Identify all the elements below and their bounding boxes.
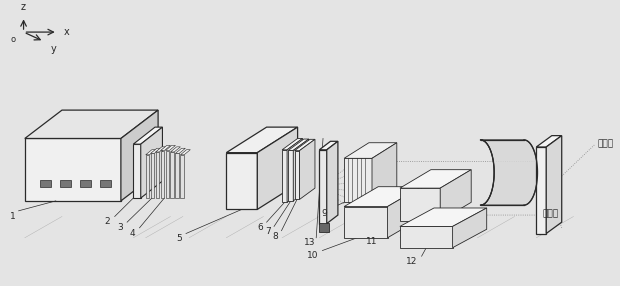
Polygon shape [166, 150, 169, 198]
Text: x: x [64, 27, 69, 37]
Polygon shape [344, 158, 372, 202]
Polygon shape [175, 148, 185, 153]
Bar [40, 180, 51, 187]
Polygon shape [161, 145, 171, 150]
Polygon shape [344, 206, 388, 238]
Polygon shape [319, 141, 338, 150]
Polygon shape [226, 153, 257, 209]
Polygon shape [400, 188, 440, 221]
Polygon shape [372, 143, 397, 202]
Polygon shape [146, 150, 156, 155]
Polygon shape [226, 127, 298, 153]
Polygon shape [156, 147, 166, 152]
Text: 6: 6 [258, 223, 264, 232]
Polygon shape [288, 139, 309, 150]
Polygon shape [480, 140, 538, 205]
Text: 2: 2 [105, 217, 110, 226]
Polygon shape [133, 144, 141, 198]
Polygon shape [180, 150, 190, 155]
Polygon shape [282, 150, 287, 202]
Polygon shape [299, 139, 315, 199]
Polygon shape [121, 110, 158, 201]
Polygon shape [151, 153, 154, 198]
Polygon shape [400, 227, 453, 248]
Polygon shape [25, 110, 158, 138]
Polygon shape [288, 150, 293, 201]
Text: 王光轴: 王光轴 [542, 209, 559, 218]
Text: 13: 13 [303, 238, 315, 247]
Polygon shape [180, 155, 184, 198]
Polygon shape [175, 153, 179, 198]
Text: 3: 3 [117, 223, 123, 232]
Polygon shape [536, 147, 546, 233]
Text: 7: 7 [265, 227, 271, 236]
Polygon shape [344, 187, 422, 206]
Polygon shape [327, 141, 338, 224]
Text: 12: 12 [406, 257, 417, 266]
Text: 5: 5 [176, 234, 182, 243]
Text: o: o [11, 35, 16, 44]
Polygon shape [166, 145, 175, 150]
Polygon shape [319, 150, 327, 224]
Polygon shape [170, 147, 180, 152]
Polygon shape [282, 138, 303, 150]
Bar [319, 223, 329, 232]
Polygon shape [294, 139, 315, 151]
Polygon shape [170, 152, 174, 198]
Polygon shape [133, 127, 162, 144]
Polygon shape [546, 136, 562, 233]
Polygon shape [293, 139, 309, 201]
Polygon shape [156, 152, 159, 198]
Polygon shape [151, 148, 161, 153]
Polygon shape [161, 150, 164, 198]
Text: 11: 11 [365, 237, 377, 246]
Text: z: z [21, 2, 26, 12]
Polygon shape [453, 208, 487, 248]
Polygon shape [25, 138, 121, 201]
Text: 1: 1 [10, 212, 16, 221]
Polygon shape [146, 155, 149, 198]
Bar [80, 180, 91, 187]
Polygon shape [141, 127, 162, 198]
Text: 9: 9 [322, 209, 327, 218]
Polygon shape [400, 208, 487, 227]
Polygon shape [400, 170, 471, 188]
Text: y: y [50, 44, 56, 54]
Bar [100, 180, 111, 187]
Text: 8: 8 [273, 232, 278, 241]
Text: 4: 4 [130, 229, 135, 238]
Polygon shape [344, 143, 397, 158]
Text: 10: 10 [306, 251, 318, 260]
Bar [60, 180, 71, 187]
Polygon shape [294, 151, 299, 199]
Polygon shape [536, 136, 562, 147]
Polygon shape [287, 138, 303, 202]
Text: 副光轴: 副光轴 [597, 140, 613, 149]
Polygon shape [388, 187, 422, 238]
Polygon shape [440, 170, 471, 221]
Polygon shape [257, 127, 298, 209]
